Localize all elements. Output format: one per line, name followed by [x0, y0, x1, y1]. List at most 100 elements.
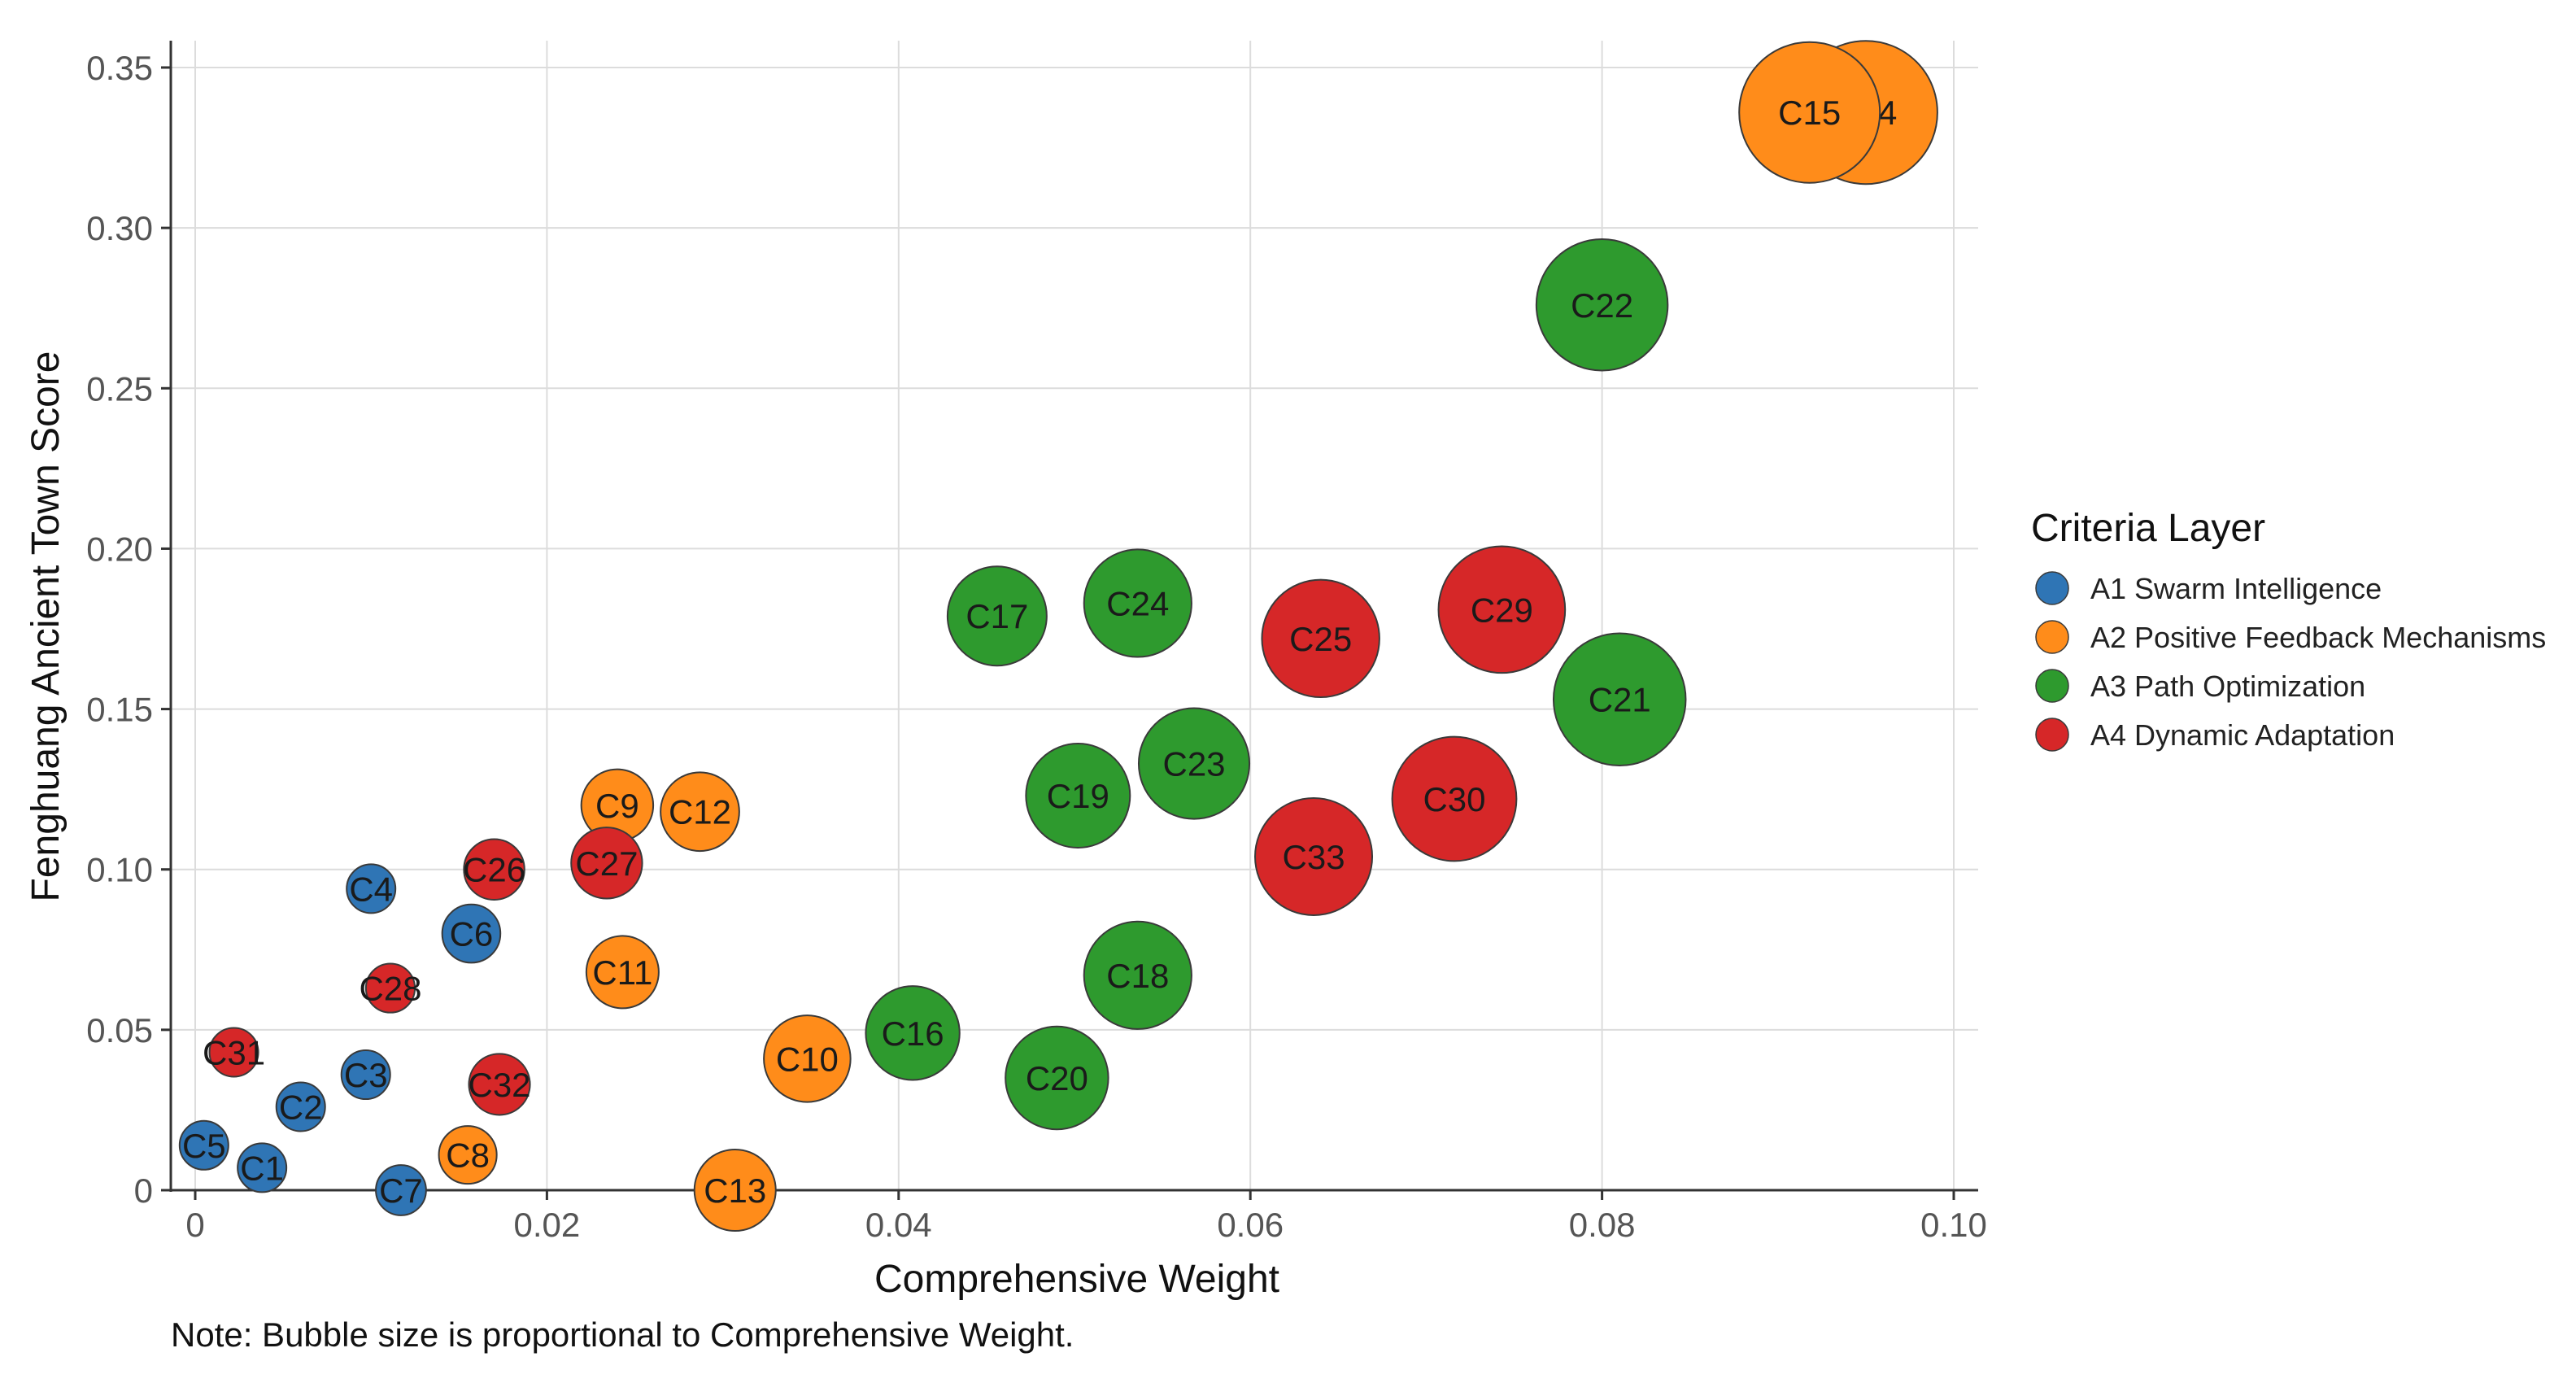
bubble-label-c3: C3 — [344, 1056, 388, 1094]
bubble-c28: C28 — [359, 962, 422, 1014]
bubble-c27: C27 — [570, 827, 643, 900]
x-tick-label-5: 0.10 — [1920, 1206, 1987, 1244]
chart-note: Note: Bubble size is proportional to Com… — [171, 1315, 1074, 1354]
bubble-c31: C31 — [203, 1027, 265, 1078]
bubble-label-c20: C20 — [1026, 1059, 1088, 1097]
y-axis-ticks: 0 0.05 0.10 0.15 0.20 0.25 0.30 0.35 — [86, 49, 171, 1210]
bubble-label-c16: C16 — [882, 1014, 944, 1053]
bubble-c18: C18 — [1083, 920, 1192, 1030]
legend-label-a2: A2 Positive Feedback Mechanisms — [2090, 621, 2546, 654]
y-axis-title: Fenghuang Ancient Town Score — [24, 351, 68, 902]
bubble-c32: C32 — [468, 1053, 531, 1116]
bubbles: C14C15C21C22C29C30C25C33C23C18C24C19C20C… — [178, 40, 1938, 1232]
bubble-circle-c6 — [441, 903, 502, 964]
bubble-c22: C22 — [1535, 238, 1669, 372]
bubble-circle-c12 — [660, 771, 740, 853]
bubble-c3: C3 — [340, 1049, 391, 1101]
legend-entry-a4: A4 Dynamic Adaptation — [2035, 718, 2395, 752]
bubble-c30: C30 — [1391, 735, 1518, 862]
bubble-label-c17: C17 — [965, 597, 1028, 635]
x-tick-label-4: 0.08 — [1569, 1206, 1636, 1244]
x-axis-title: Comprehensive Weight — [874, 1258, 1279, 1301]
legend-label-a3: A3 Path Optimization — [2090, 670, 2365, 703]
bubble-circle-c2 — [275, 1081, 326, 1132]
bubble-c13: C13 — [693, 1148, 777, 1232]
legend-entry-a3: A3 Path Optimization — [2035, 669, 2365, 703]
bubble-label-c31: C31 — [203, 1033, 265, 1071]
bubble-circle-c26 — [463, 838, 525, 901]
y-tick-label-5: 0.25 — [86, 369, 153, 408]
bubble-c2: C2 — [275, 1081, 326, 1132]
bubble-label-c5: C5 — [182, 1127, 226, 1165]
bubble-label-c26: C26 — [463, 851, 525, 889]
bubble-c20: C20 — [1005, 1025, 1109, 1131]
legend-entry-a1: A1 Swarm Intelligence — [2035, 571, 2382, 605]
x-axis-ticks: 0 0.02 0.04 0.06 0.08 0.10 — [185, 1190, 1987, 1244]
bubble-circle-c16 — [865, 985, 961, 1081]
bubble-circle-c19 — [1025, 743, 1131, 849]
bubble-c7: C7 — [375, 1164, 427, 1216]
bubble-label-c32: C32 — [468, 1066, 530, 1104]
bubble-circle-c7 — [375, 1164, 427, 1216]
bubble-label-c28: C28 — [359, 970, 421, 1008]
bubble-label-c24: C24 — [1106, 584, 1169, 622]
bubble-label-c23: C23 — [1162, 745, 1225, 783]
bubble-label-c6: C6 — [450, 915, 494, 953]
bubble-label-c33: C33 — [1283, 838, 1345, 876]
bubble-label-c13: C13 — [704, 1171, 766, 1210]
bubble-circle-c31 — [208, 1027, 259, 1078]
legend: Criteria Layer A1 Swarm Intelligence A2 P… — [2031, 507, 2546, 752]
bubble-label-c12: C12 — [669, 793, 731, 831]
x-tick-label-2: 0.04 — [865, 1206, 932, 1244]
bubble-c11: C11 — [585, 935, 660, 1010]
y-tick-label-0: 0 — [134, 1171, 153, 1210]
bubble-c33: C33 — [1254, 796, 1374, 916]
bubble-label-c25: C25 — [1289, 620, 1352, 658]
bubble-label-c1: C1 — [240, 1149, 284, 1187]
bubble-circle-c3 — [340, 1049, 391, 1101]
bubble-c24: C24 — [1083, 548, 1192, 658]
y-tick-label-2: 0.10 — [86, 851, 153, 889]
bubble-c5: C5 — [178, 1119, 229, 1171]
bubble-label-c15: C15 — [1778, 94, 1841, 132]
x-tick-label-1: 0.02 — [514, 1206, 581, 1244]
bubble-circle-c11 — [585, 935, 660, 1010]
bubble-label-c30: C30 — [1423, 780, 1485, 818]
bubble-label-c18: C18 — [1106, 957, 1169, 995]
bubble-circle-c18 — [1083, 920, 1192, 1030]
x-tick-label-0: 0 — [185, 1206, 204, 1244]
bubble-c12: C12 — [660, 771, 740, 853]
bubble-label-c7: C7 — [379, 1171, 423, 1210]
bubble-circle-c13 — [693, 1148, 777, 1232]
bubble-c6: C6 — [441, 903, 502, 964]
bubble-label-c11: C11 — [592, 953, 652, 992]
axes — [169, 41, 1978, 1192]
bubble-circle-c25 — [1261, 578, 1380, 699]
bubble-circle-c30 — [1391, 735, 1518, 862]
bubble-label-c22: C22 — [1571, 286, 1633, 325]
legend-entry-a2: A2 Positive Feedback Mechanisms — [2035, 620, 2546, 654]
bubble-label-c8: C8 — [446, 1137, 490, 1175]
bubble-label-c21: C21 — [1589, 681, 1651, 719]
legend-label-a1: A1 Swarm Intelligence — [2090, 572, 2382, 605]
bubble-circle-c20 — [1005, 1025, 1109, 1131]
bubble-label-c2: C2 — [279, 1088, 323, 1126]
bubble-c23: C23 — [1137, 707, 1251, 820]
bubble-circle-c15 — [1738, 41, 1881, 184]
grid-lines — [171, 41, 1978, 1191]
bubble-circle-c10 — [763, 1014, 852, 1103]
legend-swatch-a2 — [2035, 620, 2069, 654]
bubble-circle-c4 — [346, 863, 397, 914]
bubble-label-c27: C27 — [575, 844, 638, 883]
bubble-circle-c33 — [1254, 796, 1374, 916]
legend-label-a4: A4 Dynamic Adaptation — [2090, 718, 2395, 752]
bubble-label-c19: C19 — [1047, 777, 1109, 815]
bubble-c15: C15 — [1738, 41, 1881, 184]
y-tick-label-6: 0.30 — [86, 209, 153, 247]
bubble-circle-c28 — [364, 962, 416, 1014]
legend-title: Criteria Layer — [2031, 507, 2265, 550]
bubble-label-c4: C4 — [349, 870, 393, 908]
bubble-circle-c23 — [1137, 707, 1251, 820]
x-tick-label-3: 0.06 — [1217, 1206, 1284, 1244]
bubble-c26: C26 — [463, 838, 525, 901]
